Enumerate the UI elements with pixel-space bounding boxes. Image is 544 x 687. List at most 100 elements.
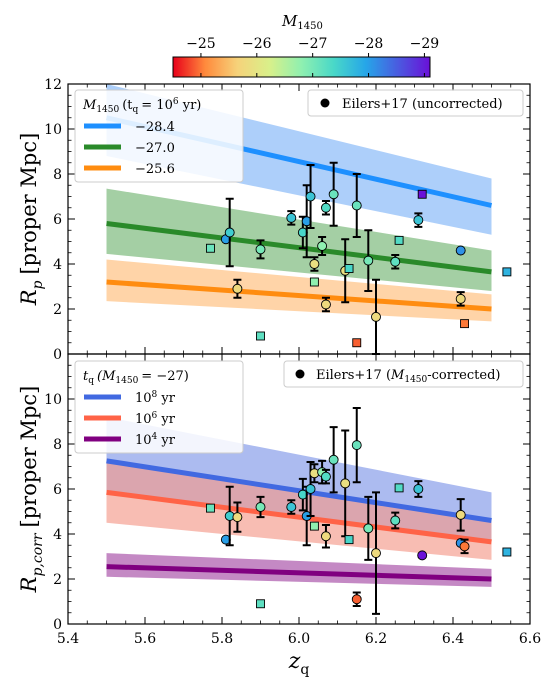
model-band <box>106 458 492 560</box>
lower-model-lines <box>106 458 492 582</box>
lower-legend-title: tq (M1450 = −27) <box>83 369 189 386</box>
point-marker <box>459 541 470 552</box>
point-marker <box>321 531 331 542</box>
point-marker <box>317 241 328 251</box>
data-point <box>232 278 243 299</box>
point-marker <box>417 550 428 561</box>
point-marker <box>455 293 466 304</box>
y-tick-label: 6 <box>53 212 62 228</box>
point-marker <box>352 338 362 348</box>
y-tick-label: 4 <box>53 257 62 273</box>
data-point <box>286 499 297 515</box>
colorbar-ticks: −25 −26 −27 −28 −29 <box>186 36 439 77</box>
x-tick-label: 6.0 <box>288 631 310 647</box>
colorbar: −25 −26 −27 −28 −29 M1450 <box>172 12 439 78</box>
data-point <box>459 538 470 555</box>
point-marker <box>413 484 424 494</box>
data-point <box>460 319 469 329</box>
data-point <box>502 547 512 557</box>
point-marker <box>344 264 354 273</box>
colorbar-label: M1450 <box>281 12 323 32</box>
point-marker <box>321 202 331 213</box>
data-point <box>255 495 266 519</box>
legend-label: −28.4 <box>135 120 175 135</box>
point-marker <box>344 535 354 545</box>
data-point <box>317 236 328 256</box>
point-marker <box>255 502 266 512</box>
point-marker <box>286 502 297 512</box>
upper-data-points <box>205 161 512 355</box>
y-tick-label: 2 <box>53 572 62 588</box>
x-tick-label: 5.6 <box>134 631 156 647</box>
y-tick-label: 4 <box>53 527 62 543</box>
point-marker <box>413 215 424 226</box>
data-point <box>232 501 243 533</box>
point-marker <box>321 471 331 482</box>
data-point <box>321 296 331 313</box>
colorbar-tick-label: −26 <box>242 36 272 52</box>
x-axis-label: zq <box>288 649 310 678</box>
colorbar-tick-label: −27 <box>298 36 328 52</box>
data-point <box>309 256 320 272</box>
data-point <box>455 245 466 256</box>
point-marker <box>321 299 331 310</box>
point-marker <box>460 319 469 329</box>
data-point <box>351 591 362 607</box>
x-tick-label: 6.2 <box>365 631 387 647</box>
upper-scatter-legend-text: Eilers+17 (uncorrected) <box>342 97 503 112</box>
data-point <box>328 161 339 227</box>
point-marker <box>328 454 339 465</box>
data-point <box>256 331 265 341</box>
data-point <box>390 511 401 530</box>
data-point <box>352 338 362 348</box>
point-marker <box>455 509 466 520</box>
legend-label: −25.6 <box>135 162 175 177</box>
point-marker <box>455 245 466 256</box>
model-band <box>106 259 492 322</box>
point-marker <box>232 283 243 294</box>
data-point <box>205 503 215 513</box>
data-point <box>363 229 374 292</box>
point-marker <box>390 256 401 267</box>
point-marker <box>286 212 297 223</box>
y-tick-label: 10 <box>44 392 62 408</box>
data-point <box>394 235 404 245</box>
y-tick-label: 8 <box>53 167 62 183</box>
colorbar-tick-label: −28 <box>354 36 384 52</box>
x-tick-label: 6.4 <box>442 631 464 647</box>
y-tick-label: 12 <box>44 77 62 93</box>
lower-y-axis-label: Rp,corr[proper Mpc] <box>17 386 46 594</box>
data-point <box>390 254 401 270</box>
upper-scatter-legend: Eilers+17 (uncorrected) <box>307 89 524 117</box>
point-marker <box>305 191 316 202</box>
model-line <box>106 489 492 545</box>
point-marker <box>205 243 215 253</box>
data-point <box>394 483 404 493</box>
point-marker <box>351 440 362 451</box>
x-tick-label: 5.8 <box>211 631 233 647</box>
data-point <box>344 535 354 545</box>
point-marker <box>309 277 319 287</box>
data-point <box>309 277 319 287</box>
lower-scatter-legend-marker <box>295 369 305 379</box>
data-point <box>328 426 339 494</box>
point-marker <box>340 478 351 489</box>
data-point <box>286 210 297 226</box>
data-point <box>224 485 235 547</box>
data-point <box>351 173 362 238</box>
data-point <box>351 407 362 484</box>
colorbar-tick-label: −29 <box>410 36 440 52</box>
colorbar-bar <box>172 56 431 78</box>
y-tick-label: 6 <box>53 482 62 498</box>
point-marker <box>224 227 235 238</box>
point-marker <box>232 512 243 523</box>
point-marker <box>255 244 266 255</box>
data-point <box>363 495 374 561</box>
data-point <box>455 498 466 532</box>
data-point <box>297 477 308 512</box>
data-point <box>321 524 331 549</box>
point-marker <box>363 523 374 534</box>
data-point <box>417 189 427 199</box>
point-marker <box>351 594 362 605</box>
